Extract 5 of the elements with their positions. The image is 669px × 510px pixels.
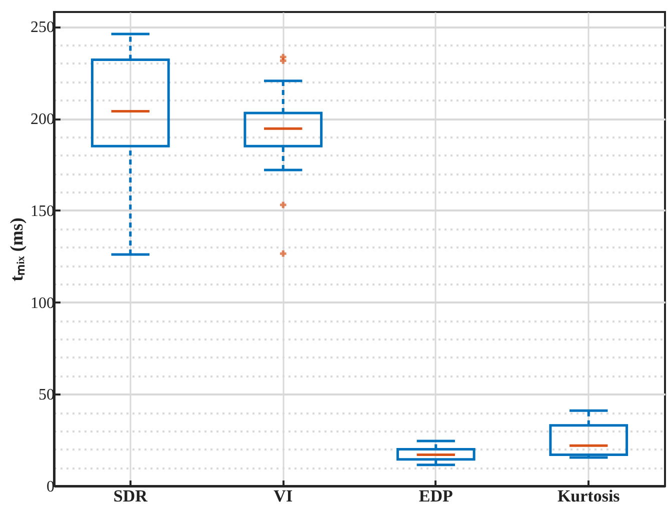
x-tick-label: VI [274,486,293,506]
y-axis-title: tₘᵢₓ (ms) [6,218,26,282]
x-tick-label: Kurtosis [557,486,620,506]
x-tick-label: SDR [113,486,148,506]
x-tick-label: EDP [418,486,453,506]
